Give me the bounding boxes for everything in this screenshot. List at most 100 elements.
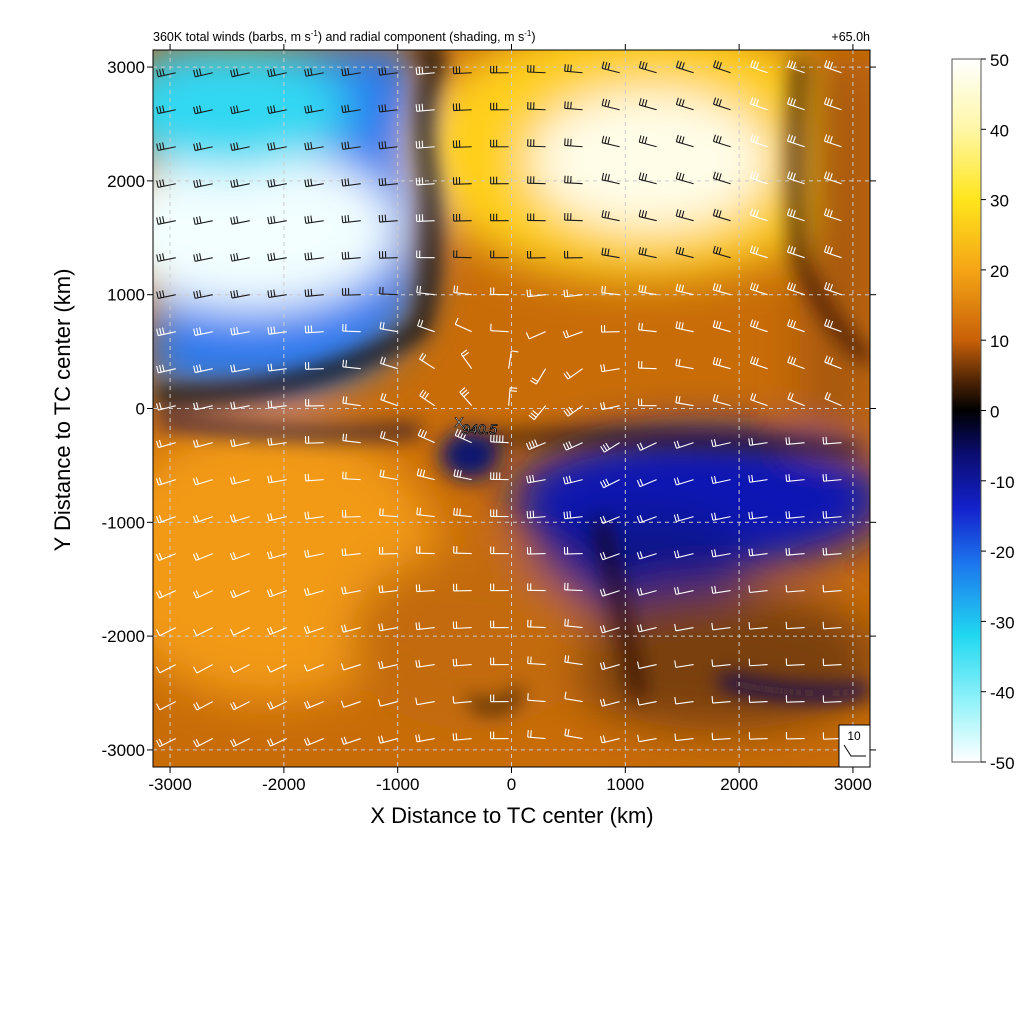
wind-barb: [748, 732, 768, 740]
wind-barb: [193, 179, 213, 188]
wind-barb: [266, 626, 287, 636]
wind-barb: [674, 623, 694, 632]
wind-barb: [340, 624, 361, 633]
wind-barb: [304, 511, 324, 520]
x-tick-label: -1000: [376, 775, 419, 794]
wind-barb: [601, 172, 620, 185]
wind-barb: [416, 468, 435, 481]
wind-barb: [415, 214, 435, 223]
wind-barb: [525, 331, 546, 340]
svg-text:X: X: [454, 414, 464, 430]
wind-barb: [823, 134, 842, 148]
wind-barb: [636, 551, 657, 560]
wind-barb: [415, 584, 435, 593]
wind-barb: [599, 515, 620, 525]
colorbar-tick-label: 20: [990, 262, 1009, 281]
wind-barb: [419, 352, 435, 370]
wind-barb: [230, 68, 250, 78]
colorbar-tick-label: -30: [990, 613, 1015, 632]
wind-barb: [564, 582, 583, 592]
wind-barb: [193, 627, 213, 637]
wind-barb: [340, 736, 361, 745]
wind-barb: [711, 732, 731, 741]
wind-barb: [749, 245, 768, 259]
wind-barb: [266, 551, 287, 560]
wind-barb: [823, 97, 842, 111]
wind-barb: [192, 514, 213, 524]
wind-barb: [786, 208, 805, 222]
y-tick-label: 3000: [107, 58, 145, 77]
tc-center-pressure-label: 940.5: [462, 421, 497, 437]
wind-barb: [193, 701, 214, 711]
wind-barb: [785, 547, 805, 556]
wind-barb: [526, 546, 546, 555]
y-axis: -3000 -2000 -1000 0 1000 2000 3000: [102, 58, 876, 760]
wind-barb: [229, 589, 250, 599]
wind-barb: [459, 387, 473, 407]
wind-barb: [267, 68, 287, 78]
wind-barb: [824, 392, 842, 407]
wind-barb: [303, 587, 324, 597]
wind-barb: [341, 251, 361, 260]
colorbar-tick-label: -50: [990, 754, 1015, 773]
wind-barb: [564, 138, 583, 148]
wind-barb: [599, 478, 620, 489]
wind-barb: [530, 368, 547, 385]
wind-barb: [525, 439, 546, 450]
wind-barb: [266, 701, 287, 710]
wind-barb: [490, 509, 509, 518]
wind-barb: [490, 287, 509, 296]
wind-barb: [564, 618, 583, 629]
wind-barb: [230, 105, 250, 115]
wind-barb: [230, 664, 250, 674]
wind-barb: [156, 179, 176, 188]
wind-barb: [712, 134, 731, 148]
wind-barb: [193, 290, 213, 299]
wind-barb: [156, 701, 177, 711]
wind-barb: [305, 398, 324, 407]
wind-barb: [193, 253, 213, 262]
wind-barb: [490, 620, 509, 629]
wind-barb: [416, 250, 435, 259]
wind-barb: [750, 392, 768, 407]
wind-barb: [193, 327, 213, 336]
y-tick-label: 0: [136, 400, 145, 419]
wind-barb: [600, 324, 620, 333]
wind-barb: [416, 507, 435, 518]
wind-barb: [304, 215, 324, 224]
colorbar-tick-label: 30: [990, 192, 1009, 211]
wind-barb: [601, 247, 620, 259]
wind-barb: [341, 141, 361, 150]
wind-barb: [600, 364, 620, 373]
wind-barb: [527, 583, 546, 592]
wind-barb: [638, 209, 657, 222]
wind-barb: [673, 477, 694, 486]
wind-barb: [527, 102, 546, 111]
wind-barb: [527, 656, 546, 666]
wind-barb: [452, 177, 472, 185]
wind-barb: [193, 68, 213, 78]
wind-barb: [193, 402, 213, 411]
wind-barb: [527, 619, 546, 629]
wind-barb: [452, 621, 472, 630]
wind-barb: [636, 587, 657, 596]
colorbar-tick-label: 0: [990, 403, 999, 422]
wind-barb: [230, 738, 250, 748]
wind-barb: [230, 289, 250, 299]
wind-barb: [822, 510, 842, 519]
wind-barb: [230, 216, 250, 225]
wind-barb: [267, 178, 287, 188]
wind-barb: [601, 98, 620, 111]
wind-barb: [417, 319, 435, 333]
wind-barb: [636, 442, 657, 451]
y-axis-label: Y Distance to TC center (km): [50, 269, 75, 552]
wind-barb: [748, 622, 768, 630]
wind-barb: [564, 691, 583, 703]
wind-barb: [564, 64, 583, 74]
wind-barb: [711, 585, 731, 594]
wind-barb: [786, 134, 805, 148]
wind-barb: [711, 696, 731, 704]
wind-barb: [823, 171, 842, 185]
wind-barb: [341, 548, 361, 557]
wind-barb: [564, 250, 583, 259]
